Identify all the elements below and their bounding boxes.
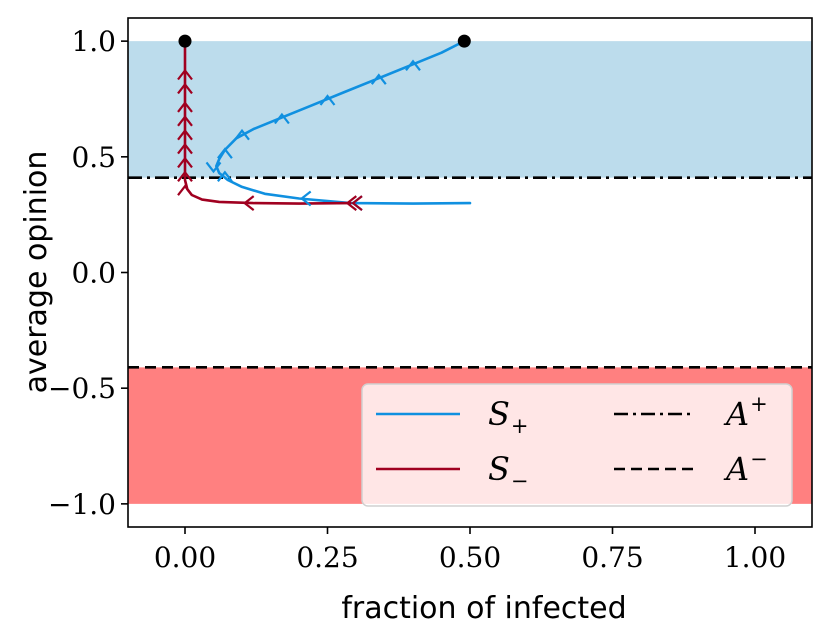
legend-label: A+	[723, 392, 768, 433]
arrow-marker	[177, 101, 193, 113]
arrow-marker	[242, 195, 255, 211]
arrow-marker	[319, 94, 336, 106]
legend-entry-a-plus: A+	[614, 392, 768, 433]
legend-box	[361, 383, 793, 507]
arrow-marker	[177, 184, 193, 196]
y-tick-label: 0.0	[71, 257, 116, 290]
y-tick-label: 1.0	[71, 25, 116, 58]
legend-entry-s-minus: S−	[376, 450, 529, 493]
x-axis-title: fraction of infected	[341, 591, 626, 626]
arrow-marker	[217, 170, 233, 182]
endpoint-s-plus	[457, 34, 471, 48]
legend-entry-s-plus: S+	[376, 395, 529, 438]
arrow-marker	[205, 161, 222, 174]
legend-label: S−	[488, 450, 529, 493]
x-tick-label: 0.75	[581, 541, 643, 574]
x-tick-label: 0.25	[296, 541, 358, 574]
arrow-marker	[274, 112, 290, 125]
legend-label: A−	[723, 447, 768, 488]
arrow-marker	[345, 195, 357, 211]
arrow-marker	[177, 115, 193, 127]
arrow-marker	[177, 82, 193, 95]
x-tick-label: 0.00	[154, 541, 216, 574]
x-axis-ticks: 0.00 0.25 0.50 0.75 1.00	[154, 527, 786, 574]
legend-entry-a-minus: A−	[614, 447, 768, 488]
endpoint-s-minus	[178, 34, 192, 48]
legend-label: S+	[488, 395, 529, 438]
arrow-marker	[405, 59, 421, 71]
arrow-marker	[370, 73, 387, 85]
arrow-marker	[177, 156, 193, 169]
y-tick-label: −1.0	[48, 488, 116, 521]
y-tick-label: −0.5	[48, 372, 116, 405]
y-axis-title: average opinion	[19, 151, 54, 394]
arrow-marker	[177, 142, 193, 155]
arrow-marker	[217, 147, 233, 159]
x-tick-label: 0.50	[439, 541, 501, 574]
y-tick-label: 0.5	[71, 141, 116, 174]
y-axis-ticks: −1.0 −0.5 0.0 0.5 1.0	[48, 25, 128, 521]
arrow-marker	[177, 170, 193, 182]
arrow-marker	[351, 195, 363, 211]
reference-lines	[128, 176, 812, 369]
arrow-marker	[177, 128, 193, 141]
arrow-marker	[234, 128, 250, 141]
endpoints	[178, 34, 471, 48]
arrow-marker	[177, 68, 193, 81]
positive-region	[128, 41, 812, 178]
arrow-marker	[299, 190, 312, 207]
arrow-markers	[177, 59, 421, 211]
x-tick-label: 1.00	[724, 541, 786, 574]
legend: S+ S− A+ A−	[361, 383, 793, 507]
